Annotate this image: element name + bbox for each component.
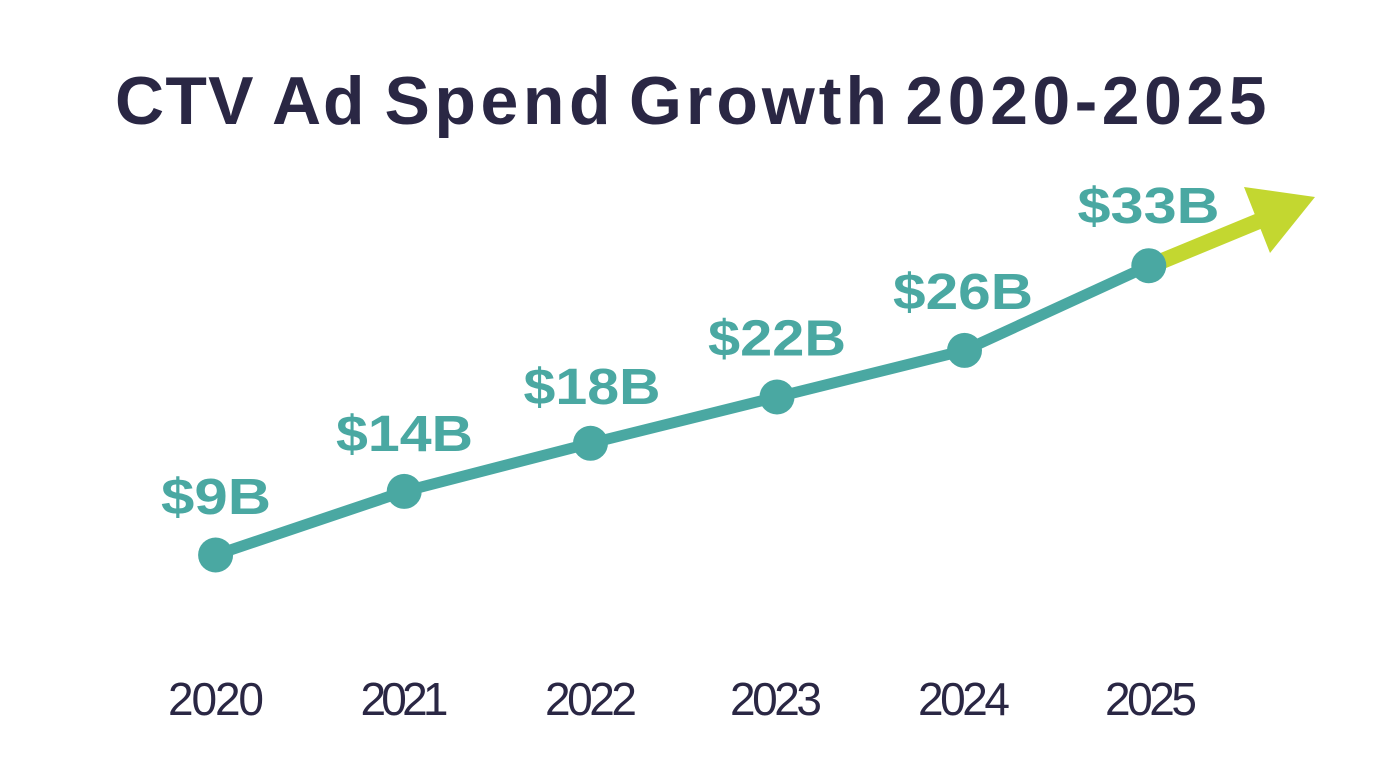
svg-text:$14B: $14B: [336, 405, 473, 462]
svg-text:2021: 2021: [361, 673, 449, 725]
svg-text:2023: 2023: [730, 673, 822, 725]
svg-text:$18B: $18B: [524, 358, 661, 415]
svg-text:$9B: $9B: [161, 468, 271, 525]
svg-text:$26B: $26B: [893, 263, 1033, 320]
svg-text:2022: 2022: [545, 673, 637, 725]
svg-text:2020: 2020: [168, 673, 264, 725]
svg-text:$33B: $33B: [1078, 177, 1220, 234]
svg-text:2024: 2024: [918, 673, 1010, 725]
svg-text:2025: 2025: [1105, 673, 1197, 725]
svg-text:$22B: $22B: [708, 310, 846, 367]
